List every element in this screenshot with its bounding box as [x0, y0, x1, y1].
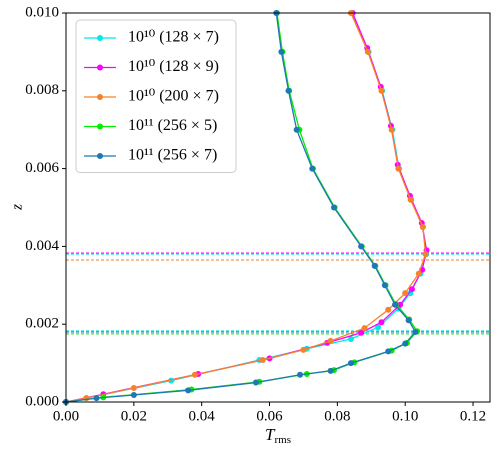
- data-point: [252, 379, 259, 386]
- data-point: [293, 126, 300, 133]
- data-point: [371, 262, 378, 269]
- data-point: [415, 270, 422, 277]
- y-tick-label: 0.004: [25, 238, 59, 254]
- legend-text: 10¹¹ (256 × 5): [128, 117, 217, 134]
- data-point: [392, 301, 399, 308]
- data-point: [259, 356, 266, 363]
- data-point: [405, 317, 412, 324]
- x-axis-label: Trms: [265, 425, 291, 446]
- data-point: [378, 319, 385, 326]
- plot-frame: [65, 12, 491, 403]
- data-point: [278, 48, 285, 55]
- data-point: [358, 329, 365, 336]
- legend-box: [75, 19, 237, 173]
- data-point: [285, 87, 292, 94]
- data-point: [385, 348, 392, 355]
- data-point: [381, 282, 388, 289]
- x-tick-label: 0.10: [392, 408, 418, 424]
- data-point: [347, 335, 354, 342]
- series-line: [65, 12, 417, 403]
- data-point: [93, 395, 100, 402]
- data-point: [378, 87, 385, 94]
- data-point: [407, 196, 414, 203]
- data-point: [385, 306, 392, 313]
- x-tick-label: 0.12: [460, 408, 486, 424]
- y-tick-label: 0.002: [25, 316, 59, 332]
- legend-text: 10¹⁰ (128 × 7): [128, 29, 219, 46]
- data-point: [297, 371, 304, 378]
- x-axis-label-main: T: [265, 425, 276, 444]
- legend-text: 10¹¹ (256 × 7): [128, 147, 217, 164]
- data-point: [327, 337, 334, 344]
- data-point: [330, 204, 337, 211]
- legend-text: 10¹⁰ (128 × 9): [128, 58, 219, 75]
- legend-marker: [97, 94, 103, 100]
- data-point: [412, 328, 419, 335]
- data-point: [130, 391, 137, 398]
- x-tick-label: 0.08: [324, 408, 350, 424]
- legend-marker: [97, 123, 103, 130]
- data-point: [402, 290, 409, 297]
- data-point: [408, 286, 415, 293]
- data-point: [327, 367, 334, 374]
- x-tick-label: 0.02: [121, 408, 147, 424]
- y-tick-label: 0.000: [25, 393, 59, 409]
- data-point: [395, 165, 402, 172]
- data-point: [191, 371, 198, 378]
- data-point: [388, 126, 395, 133]
- data-point: [402, 340, 409, 347]
- data-point: [364, 48, 371, 55]
- x-tick-label: 0.06: [256, 408, 283, 424]
- legend-text: 10¹⁰ (200 × 7): [128, 88, 219, 105]
- y-axis-label: z: [9, 204, 25, 211]
- data-point: [300, 346, 307, 353]
- data-point: [347, 360, 354, 367]
- data-point: [358, 243, 365, 250]
- data-point: [422, 251, 429, 258]
- data-point: [309, 165, 316, 172]
- data-point: [419, 223, 426, 230]
- y-tick-label: 0.008: [25, 82, 59, 98]
- legend-marker: [97, 153, 103, 159]
- data-point: [361, 325, 368, 332]
- x-axis-label-sub: rms: [274, 434, 291, 446]
- data-point: [185, 387, 192, 394]
- data-point: [375, 324, 382, 331]
- x-tick-label: 0.00: [53, 408, 79, 424]
- data-point: [130, 384, 137, 391]
- legend-marker: [97, 64, 103, 71]
- y-tick-label: 0.006: [25, 160, 59, 176]
- legend-marker: [97, 35, 103, 41]
- y-tick-label: 0.010: [25, 4, 59, 20]
- x-tick-label: 0.04: [189, 408, 216, 424]
